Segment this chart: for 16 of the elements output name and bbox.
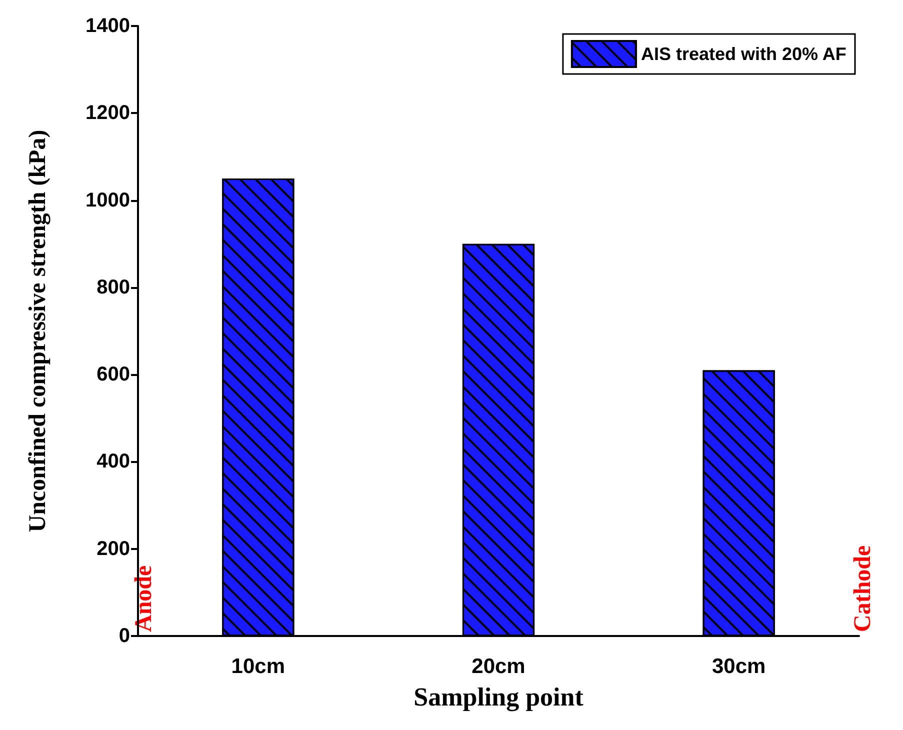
legend-label: AIS treated with 20% AF [640, 44, 846, 64]
y-tick-label: 0 [118, 625, 130, 647]
x-axis-title: Sampling point [414, 682, 584, 712]
annotation: Cathode [850, 544, 876, 632]
y-tick-label: 400 [96, 450, 130, 473]
y-axis-title: Unconfined compressive strength (kPa) [25, 130, 51, 532]
y-tick-label: 1400 [86, 15, 130, 37]
y-tick-label: 1000 [86, 189, 130, 212]
annotation: Anode [131, 564, 157, 632]
y-tick-label: 800 [96, 276, 130, 298]
y-tick-label: 200 [96, 538, 130, 560]
x-tick-label: 30cm [712, 655, 766, 678]
y-tick-label: 600 [96, 364, 130, 386]
x-tick-label: 10cm [231, 655, 286, 678]
x-tick-label: 20cm [472, 655, 526, 678]
y-tick-label: 1200 [86, 102, 130, 124]
